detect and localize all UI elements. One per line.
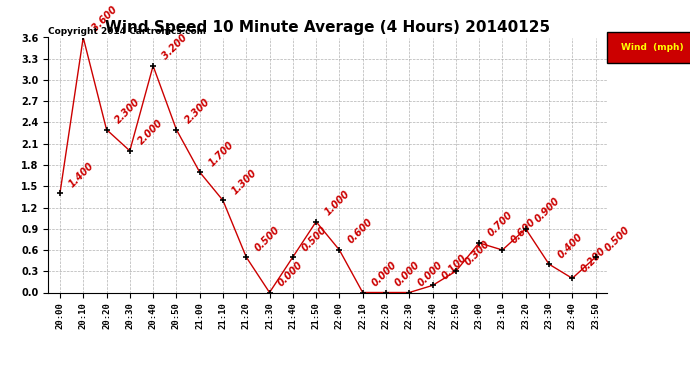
Text: 0.500: 0.500 <box>253 224 282 253</box>
Text: 0.200: 0.200 <box>579 245 608 274</box>
Text: Wind  (mph): Wind (mph) <box>620 43 683 52</box>
Text: 0.000: 0.000 <box>277 260 305 288</box>
Text: 0.100: 0.100 <box>440 252 469 281</box>
Text: 2.300: 2.300 <box>113 97 142 125</box>
Text: 0.500: 0.500 <box>602 224 631 253</box>
Text: 1.700: 1.700 <box>206 139 235 168</box>
Title: Wind Speed 10 Minute Average (4 Hours) 20140125: Wind Speed 10 Minute Average (4 Hours) 2… <box>105 20 551 35</box>
Text: 0.900: 0.900 <box>533 196 562 225</box>
Text: 0.000: 0.000 <box>370 260 398 288</box>
Text: 0.400: 0.400 <box>556 231 584 260</box>
Text: 0.700: 0.700 <box>486 210 515 239</box>
Text: 0.000: 0.000 <box>393 260 422 288</box>
Text: 1.400: 1.400 <box>67 160 96 189</box>
FancyBboxPatch shape <box>607 32 690 63</box>
Text: 3.600: 3.600 <box>90 4 119 33</box>
Text: 2.300: 2.300 <box>184 97 212 125</box>
Text: 0.000: 0.000 <box>416 260 445 288</box>
Text: 1.000: 1.000 <box>323 189 352 218</box>
Text: 3.200: 3.200 <box>160 33 189 62</box>
Text: 1.300: 1.300 <box>230 167 259 196</box>
Text: Copyright 2014 Cartronics.com: Copyright 2014 Cartronics.com <box>48 27 206 36</box>
Text: 0.500: 0.500 <box>299 224 328 253</box>
Text: 0.300: 0.300 <box>463 238 491 267</box>
Text: 2.000: 2.000 <box>137 118 166 147</box>
Text: 0.600: 0.600 <box>509 217 538 246</box>
Text: 0.600: 0.600 <box>346 217 375 246</box>
